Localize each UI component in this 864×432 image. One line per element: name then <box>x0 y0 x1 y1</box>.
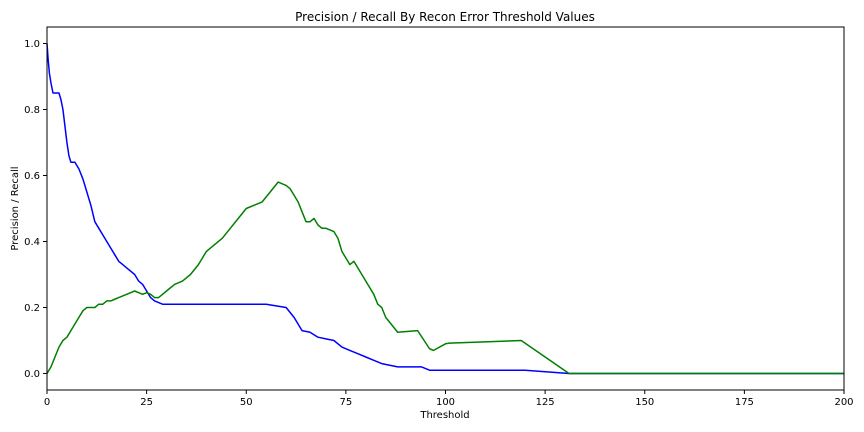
x-tick-label: 50 <box>240 397 253 408</box>
x-tick-label: 25 <box>140 397 153 408</box>
x-axis: 0 25 50 75 100 125 150 175 200 <box>44 390 854 408</box>
y-tick-label: 0.8 <box>24 105 40 116</box>
y-tick-label: 0.2 <box>24 303 40 314</box>
x-tick-label: 175 <box>735 397 754 408</box>
x-tick-label: 150 <box>635 397 654 408</box>
y-axis: 0.0 0.2 0.4 0.6 0.8 1.0 <box>24 39 47 380</box>
y-tick-label: 0.0 <box>24 369 40 380</box>
series-line-1 <box>46 43 844 375</box>
y-axis-label: Precision / Recall <box>10 166 21 250</box>
x-axis-label: Threshold <box>419 410 469 421</box>
x-tick-label: 100 <box>436 397 455 408</box>
chart-title: Precision / Recall By Recon Error Thresh… <box>295 10 595 24</box>
x-tick-label: 0 <box>44 397 50 408</box>
series-layer <box>46 43 844 375</box>
plot-area-frame <box>46 26 845 391</box>
x-tick-label: 75 <box>340 397 353 408</box>
y-tick-label: 0.4 <box>24 237 40 248</box>
x-tick-label: 200 <box>834 397 853 408</box>
series-line-2 <box>46 181 844 375</box>
x-tick-label: 125 <box>536 397 555 408</box>
y-tick-label: 1.0 <box>24 39 40 50</box>
y-tick-label: 0.6 <box>24 171 40 182</box>
